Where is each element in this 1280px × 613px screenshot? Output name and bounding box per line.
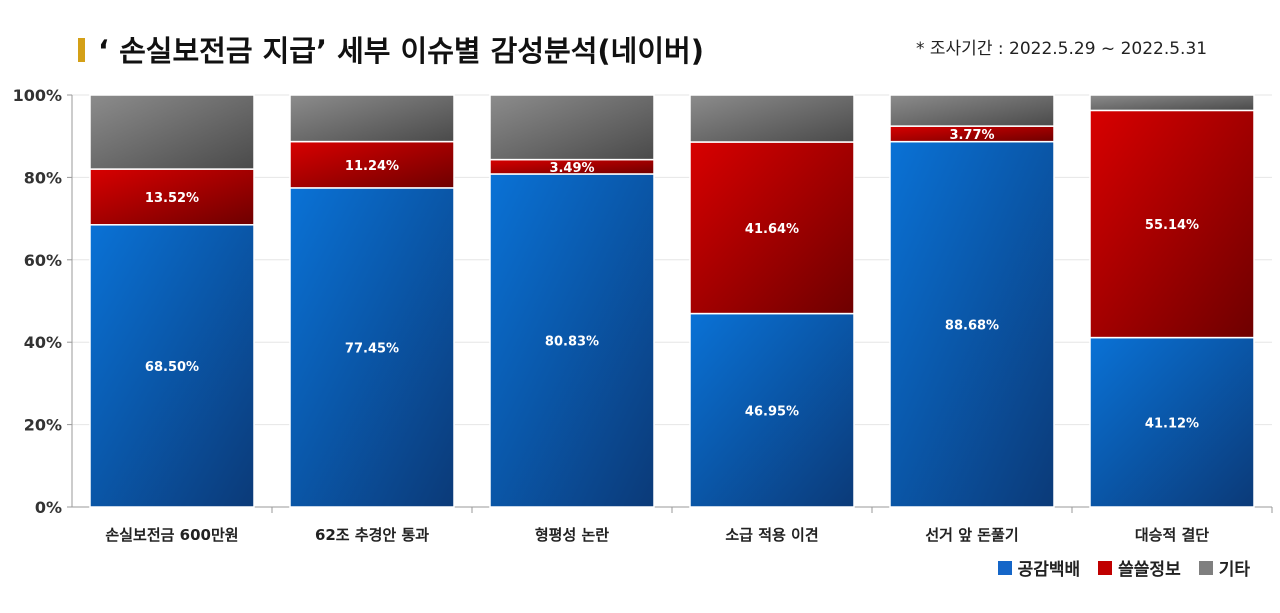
x-category-label: 형평성 논란 bbox=[535, 526, 609, 544]
legend-label: 쓸쓸정보 bbox=[1118, 560, 1181, 580]
data-label: 68.50% bbox=[145, 360, 199, 375]
x-category-label: 소급 적용 이견 bbox=[725, 526, 818, 544]
legend: 공감백배 쓸쓸정보 기타 bbox=[997, 555, 1250, 580]
x-category-label: 선거 앞 돈풀기 bbox=[925, 526, 1018, 544]
data-label: 13.52% bbox=[145, 191, 199, 206]
legend-item-series-1: 공감백배 bbox=[997, 555, 1081, 580]
bar-segment-other bbox=[689, 94, 855, 143]
bar-segment-other bbox=[489, 94, 655, 161]
title-marker bbox=[78, 38, 85, 62]
x-category-label: 62조 추경안 통과 bbox=[315, 526, 429, 544]
legend-swatch-gray bbox=[1198, 560, 1213, 575]
data-label: 11.24% bbox=[345, 159, 399, 174]
data-label: 88.68% bbox=[945, 318, 999, 333]
bar-segment-negative bbox=[89, 168, 255, 226]
bar-segment-positive bbox=[689, 312, 855, 508]
legend-swatch-red bbox=[1098, 560, 1113, 575]
gridlines bbox=[72, 94, 1272, 426]
bar-segment-positive bbox=[89, 224, 255, 508]
data-label: 41.64% bbox=[745, 222, 799, 237]
data-label: 80.83% bbox=[545, 334, 599, 349]
bar-segment-other bbox=[1089, 94, 1255, 112]
legend-item-series-3: 기타 bbox=[1198, 555, 1250, 580]
bar-segment-positive bbox=[489, 173, 655, 508]
x-axis: 손실보전금 600만원 62조 추경안 통과 형평성 논란 소급 적용 이견 선거 앞 … bbox=[105, 507, 1273, 544]
bars bbox=[89, 94, 1255, 508]
data-label: 41.12% bbox=[1145, 416, 1199, 431]
bar-segment-other bbox=[289, 94, 455, 143]
data-label: 3.49% bbox=[549, 161, 594, 176]
y-axis: 0% 20% 40% 60% 80% 100% bbox=[13, 86, 1272, 517]
data-labels: 68.50% 13.52% 77.45% 11.24% 80.83% 3.49% 46.95… bbox=[145, 128, 1199, 431]
bar-segment-positive bbox=[289, 187, 455, 508]
x-category-label: 손실보전금 600만원 bbox=[105, 526, 238, 544]
y-tick-label: 40% bbox=[24, 333, 62, 352]
data-label: 46.95% bbox=[745, 404, 799, 419]
bar-segment-other bbox=[89, 94, 255, 170]
y-tick-label: 0% bbox=[35, 498, 62, 517]
data-label: 77.45% bbox=[345, 341, 399, 356]
chart-title: ‘ 손실보전금 지급’ 세부 이슈별 감성분석(네이버) bbox=[98, 34, 704, 68]
legend-item-series-2: 쓸쓸정보 bbox=[1098, 555, 1181, 580]
legend-label: 공감백배 bbox=[1017, 560, 1081, 580]
legend-swatch-blue bbox=[997, 560, 1012, 575]
data-label: 55.14% bbox=[1145, 218, 1199, 233]
y-tick-label: 60% bbox=[24, 251, 62, 270]
legend-label: 기타 bbox=[1218, 560, 1250, 580]
y-tick-label: 20% bbox=[24, 416, 62, 435]
bar-segment-positive bbox=[889, 140, 1055, 508]
bar-segment-positive bbox=[1089, 336, 1255, 508]
y-tick-label: 100% bbox=[13, 86, 62, 105]
bar-segment-other bbox=[889, 94, 1055, 127]
x-category-label: 대승적 결단 bbox=[1135, 526, 1209, 544]
y-tick-label: 80% bbox=[24, 168, 62, 187]
survey-period: * 조사기간 : 2022.5.29 ~ 2022.5.31 bbox=[916, 39, 1208, 59]
data-label: 3.77% bbox=[949, 128, 994, 143]
bar-segment-negative bbox=[689, 141, 855, 315]
